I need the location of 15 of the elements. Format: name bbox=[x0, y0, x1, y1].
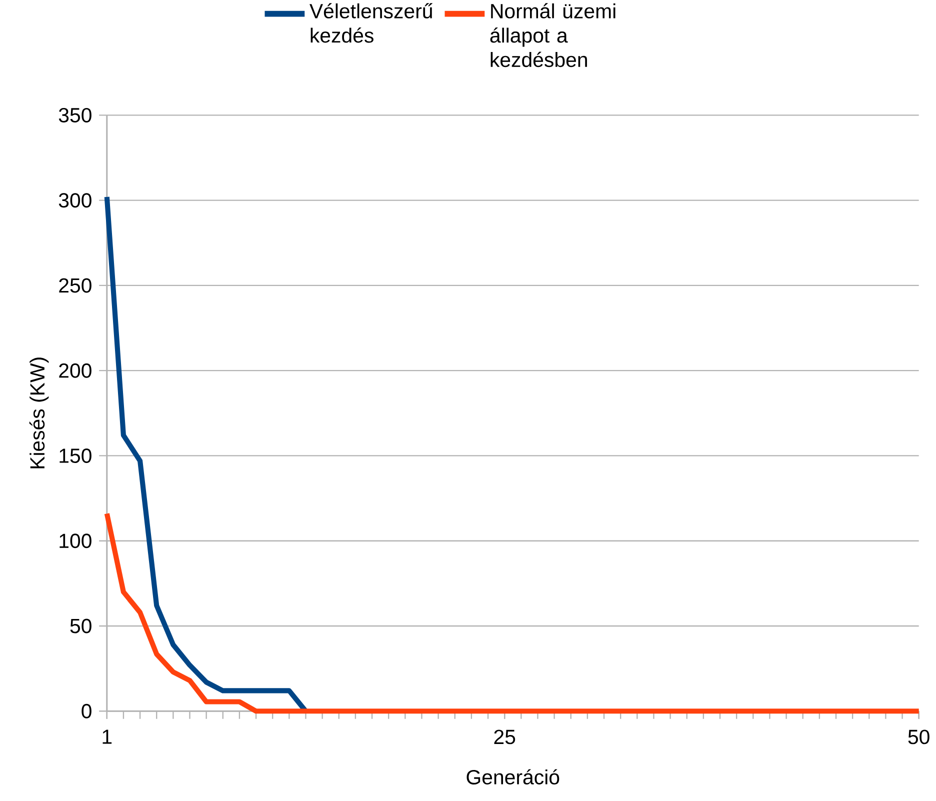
y-tick-label: 200 bbox=[59, 363, 92, 378]
y-axis-title: Kiesés (KW) bbox=[29, 357, 49, 468]
y-tick-label: 150 bbox=[60, 448, 92, 463]
legend-label: Véletlenszerű kezdés bbox=[310, 2, 432, 43]
x-tick-label: 1 bbox=[102, 730, 112, 744]
y-tick-label: 350 bbox=[58, 108, 92, 122]
y-tick-label: 50 bbox=[70, 618, 92, 634]
x-tick-label: 25 bbox=[494, 730, 516, 744]
x-axis-title: Generáció bbox=[466, 769, 560, 784]
y-tick-label: 250 bbox=[59, 278, 92, 293]
y-tick-label: 300 bbox=[58, 192, 92, 208]
x-tick-label: 50 bbox=[908, 730, 930, 744]
y-tick-label: 100 bbox=[60, 533, 92, 548]
legend-label: Normál üzemi állapot a kezdésben bbox=[490, 2, 616, 67]
y-tick-label: 0 bbox=[82, 704, 92, 718]
